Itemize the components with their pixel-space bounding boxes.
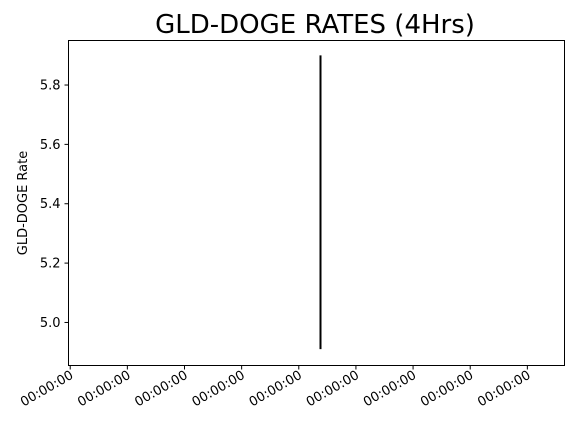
- x-tick-label: 00:00:00: [418, 368, 476, 410]
- chart-title: GLD-DOGE RATES (4Hrs): [155, 10, 475, 40]
- x-axis: 00:00:00 00:00:00 00:00:00 00:00:00 00:00:00…: [18, 365, 533, 410]
- x-tick-label: 00:00:00: [75, 368, 133, 410]
- y-tick-label: 5.6: [40, 138, 61, 153]
- y-axis: 5.0 5.2 5.4 5.6 5.8: [40, 79, 69, 331]
- y-axis-label: GLD-DOGE Rate: [16, 151, 31, 256]
- y-tick-label: 5.8: [40, 79, 61, 94]
- x-tick-label: 00:00:00: [361, 368, 419, 410]
- y-tick-label: 5.0: [40, 316, 61, 331]
- x-tick-label: 00:00:00: [190, 368, 248, 410]
- x-tick-label: 00:00:00: [18, 368, 76, 410]
- y-tick-label: 5.4: [40, 197, 61, 212]
- x-tick-label: 00:00:00: [475, 368, 533, 410]
- x-tick-label: 00:00:00: [304, 368, 362, 410]
- x-tick-label: 00:00:00: [132, 368, 190, 410]
- plot-frame: [68, 40, 565, 366]
- x-tick-label: 00:00:00: [247, 368, 305, 410]
- y-tick-label: 5.2: [40, 257, 61, 272]
